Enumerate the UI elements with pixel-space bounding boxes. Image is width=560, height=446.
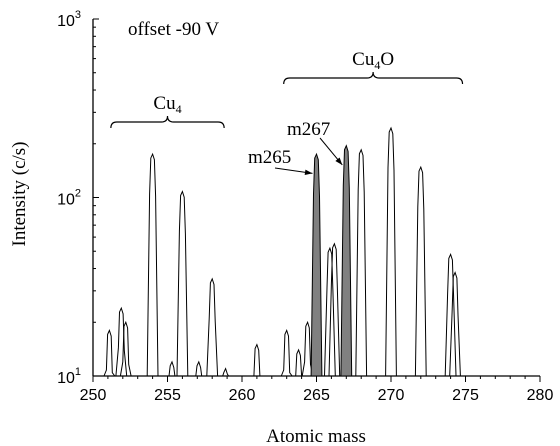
spectrum-series — [103, 126, 461, 377]
spectrum-peak — [251, 343, 263, 377]
spectrum-peak — [444, 253, 457, 377]
spectrum-peak — [293, 348, 304, 377]
x-tick-label: 265 — [303, 387, 330, 404]
arrowhead — [304, 169, 313, 176]
group-brace — [110, 115, 225, 129]
spectrum-peak — [449, 271, 461, 377]
arrowhead — [335, 157, 343, 165]
spectrum-peak — [115, 306, 128, 377]
spectrum-peak — [193, 360, 205, 377]
y-tick-label: 102 — [57, 188, 81, 209]
group-label: Cu4O — [352, 49, 394, 72]
x-tick-label: 260 — [229, 387, 256, 404]
highlighted-peak — [310, 152, 323, 377]
x-tick-label: 250 — [80, 387, 107, 404]
spectrum-peak — [414, 165, 427, 377]
spectrum-peak — [176, 190, 189, 377]
spectrum-peak — [328, 242, 341, 377]
spectrum-peak — [280, 328, 293, 377]
y-axis-label: Intensity (c/s) — [9, 141, 30, 246]
spectrum-peak — [103, 328, 116, 377]
group-label: Cu4 — [153, 93, 181, 116]
peak-label: m267 — [287, 119, 330, 140]
x-tick-label: 280 — [527, 387, 554, 404]
y-tick-label: 101 — [57, 366, 81, 387]
x-tick-label: 270 — [378, 387, 405, 404]
offset-annotation: offset -90 V — [128, 19, 219, 40]
spectrum-peak — [220, 367, 231, 377]
group-brace — [283, 71, 464, 85]
x-tick-label: 275 — [452, 387, 479, 404]
x-tick-label: 255 — [154, 387, 181, 404]
spectrum-peak — [385, 126, 397, 377]
spectrum-peak — [301, 320, 314, 377]
highlighted-peak — [340, 144, 353, 377]
annotations: Cu4 Cu4O m265 m267 — [110, 49, 464, 176]
y-tick-label: 103 — [57, 9, 81, 30]
spectrum-peak — [166, 360, 178, 377]
peak-label: m265 — [248, 147, 291, 168]
spectrum-peak — [206, 277, 219, 377]
spectrum-peak — [119, 320, 132, 377]
spectrum-peak — [324, 246, 336, 377]
spectrum-peak — [355, 148, 368, 377]
spectrum-peak — [146, 152, 159, 377]
x-axis-label: Atomic mass — [266, 426, 366, 446]
